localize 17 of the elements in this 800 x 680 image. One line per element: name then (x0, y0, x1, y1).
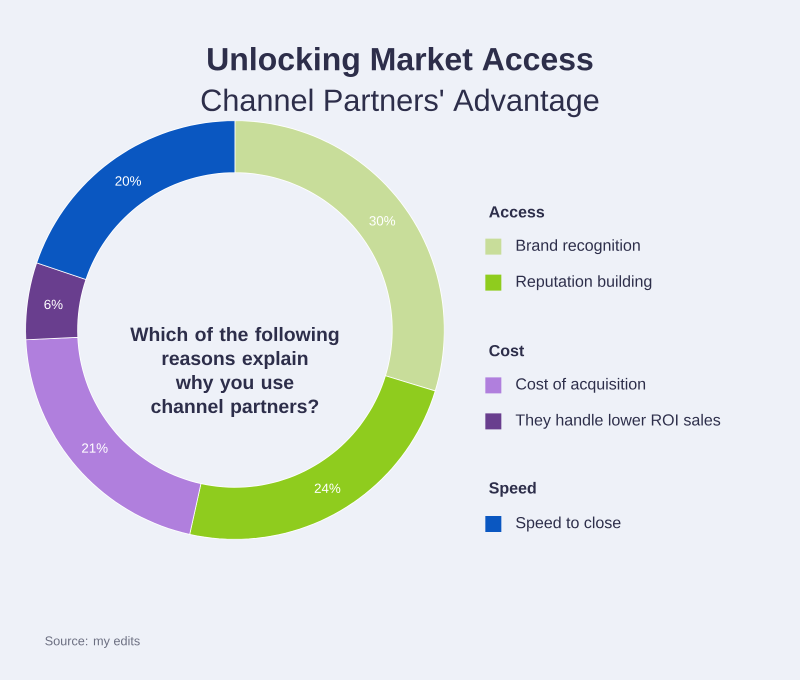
data-label: 30% (369, 216, 396, 226)
text: Access (489, 206, 544, 218)
text: Cost (489, 344, 524, 356)
data-label: 21% (82, 443, 108, 453)
text: Speed (489, 482, 536, 497)
legend-label: They handle lower ROI sales (516, 414, 720, 429)
data-label: 6% (44, 300, 63, 310)
data-label: 24% (314, 484, 340, 493)
chart-subtitle: Channel Partners' Advantage (202, 88, 598, 118)
legend-label: Brand recognition (516, 239, 640, 254)
legend-label: Speed to close (516, 516, 620, 532)
data-label: 20% (115, 176, 141, 186)
text: Which of the following reasons explain why you use channel partners? (130, 326, 338, 417)
legend-label: Reputation building (516, 275, 652, 290)
legend-label: Cost of acquisition (516, 378, 646, 393)
chart-title: Unlocking Market Access (208, 46, 592, 77)
source-note: Source: my edits (45, 636, 140, 648)
